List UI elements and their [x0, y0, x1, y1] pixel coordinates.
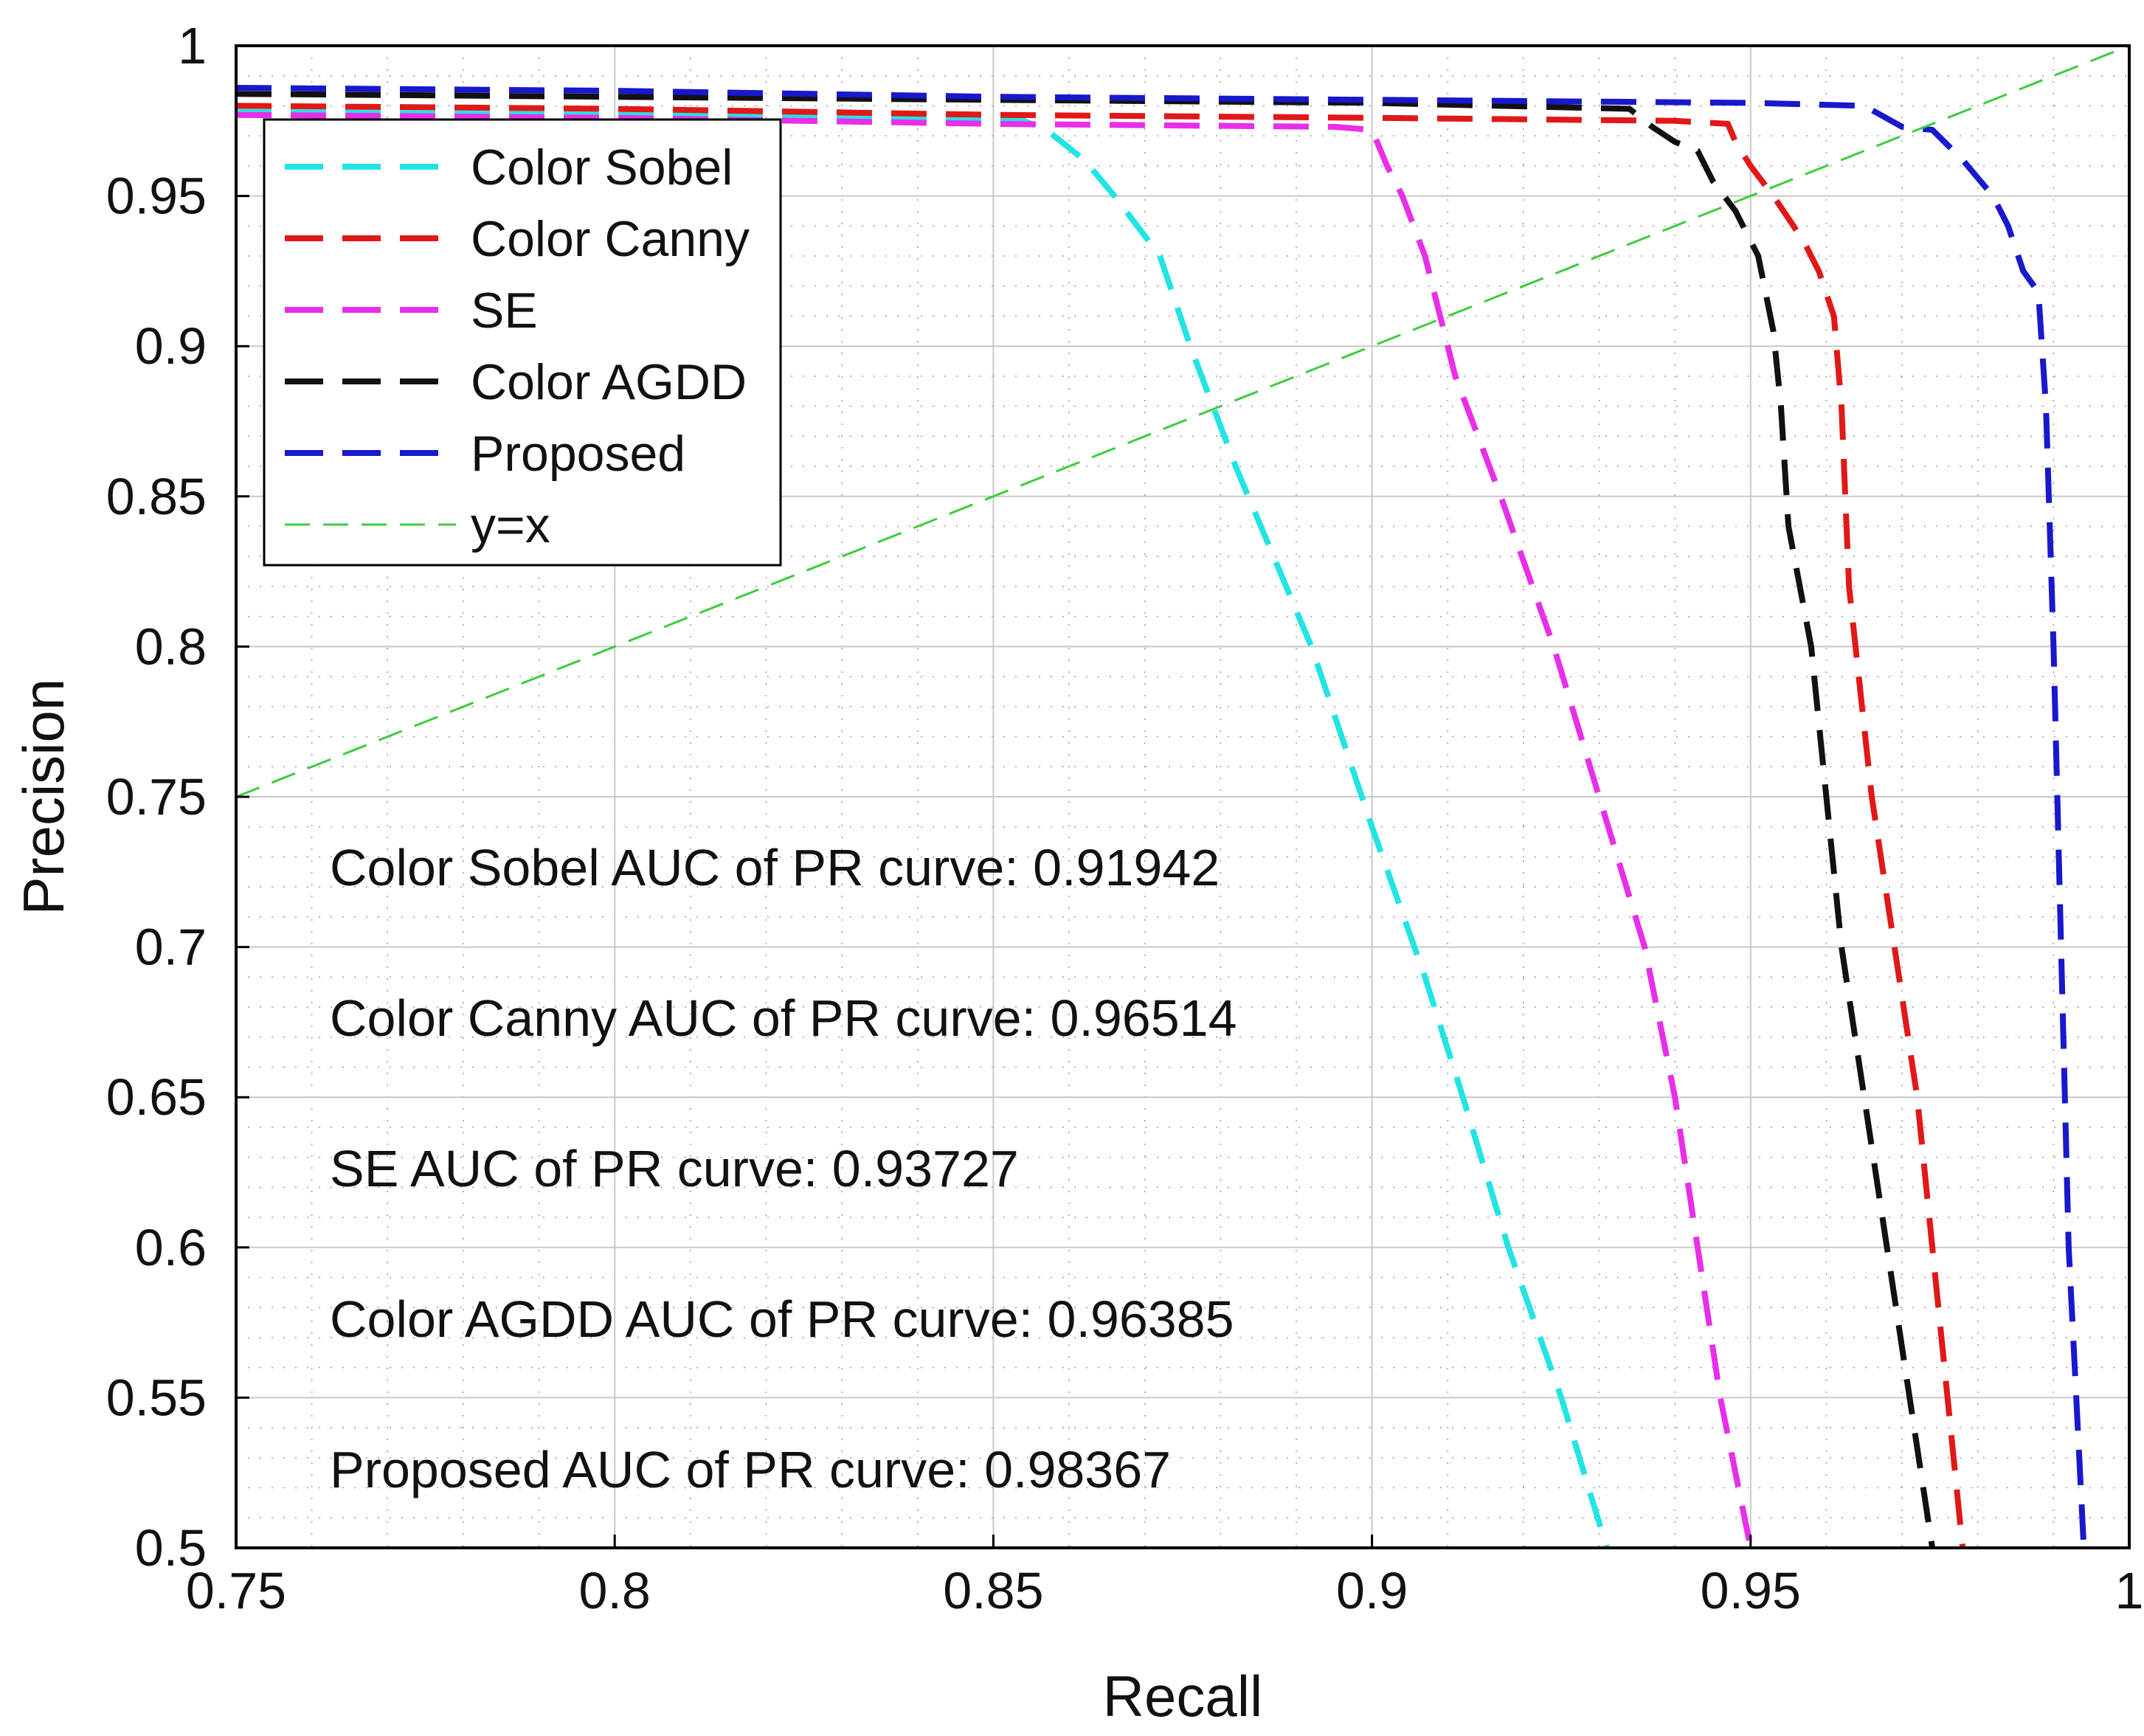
- x-tick-label: 0.75: [186, 1562, 286, 1619]
- legend-label-se: SE: [471, 283, 538, 339]
- y-tick-label: 0.6: [135, 1219, 207, 1276]
- y-axis-ticks: 0.5 0.55 0.6 0.65 0.7 0.75 0.8 0.85 0.9 0.95 1: [106, 17, 249, 1577]
- series-line-se: [235, 111, 1754, 1549]
- legend-label-color-agdd: Color AGDD: [471, 354, 747, 410]
- annotation-color-sobel-auc: Color Sobel AUC of PR curve: 0.91942: [330, 839, 1220, 896]
- legend: Color Sobel Color Canny SE Color AGDD Propos…: [263, 118, 782, 567]
- y-tick-label: 1: [178, 17, 207, 75]
- x-axis-title: Recall: [1103, 1664, 1263, 1729]
- annotation-color-agdd-auc: Color AGDD AUC of PR curve: 0.96385: [330, 1290, 1234, 1348]
- y-tick-label: 0.9: [135, 317, 207, 375]
- legend-label-color-sobel: Color Sobel: [471, 139, 733, 196]
- legend-label-proposed: Proposed: [471, 426, 685, 482]
- series-line-color-canny: [235, 103, 1966, 1549]
- auc-annotations: Color Sobel AUC of PR curve: 0.91942 Col…: [330, 839, 1237, 1498]
- annotation-color-canny-auc: Color Canny AUC of PR curve: 0.96514: [330, 989, 1237, 1047]
- y-tick-label: 0.95: [106, 167, 207, 225]
- y-tick-label: 0.75: [106, 768, 207, 826]
- y-tick-label: 0.55: [106, 1369, 207, 1426]
- x-tick-label: 0.95: [1701, 1562, 1801, 1619]
- series-line-color-agdd: [235, 91, 1936, 1549]
- series-line-y-x: [235, 44, 2130, 798]
- x-axis-ticks: 0.75 0.8 0.85 0.9 0.95 1: [186, 1535, 2144, 1619]
- y-tick-label: 0.85: [106, 468, 207, 525]
- x-tick-label: 0.85: [943, 1562, 1043, 1619]
- x-tick-label: 0.8: [579, 1562, 651, 1619]
- y-axis-title: Precision: [11, 679, 76, 916]
- legend-label-color-canny: Color Canny: [471, 211, 750, 267]
- legend-label-y-x: y=x: [471, 497, 550, 553]
- series-layer: [235, 44, 2130, 1549]
- legend-box: [263, 118, 782, 567]
- x-tick-label: 1: [2115, 1562, 2144, 1619]
- annotation-se-auc: SE AUC of PR curve: 0.93727: [330, 1140, 1019, 1197]
- y-tick-label: 0.5: [135, 1519, 207, 1577]
- y-tick-label: 0.65: [106, 1068, 207, 1126]
- y-tick-label: 0.7: [135, 919, 207, 976]
- annotation-proposed-auc: Proposed AUC of PR curve: 0.98367: [330, 1441, 1171, 1498]
- x-tick-label: 0.9: [1336, 1562, 1408, 1619]
- y-tick-label: 0.8: [135, 618, 207, 675]
- series-line-color-sobel: [235, 108, 1610, 1549]
